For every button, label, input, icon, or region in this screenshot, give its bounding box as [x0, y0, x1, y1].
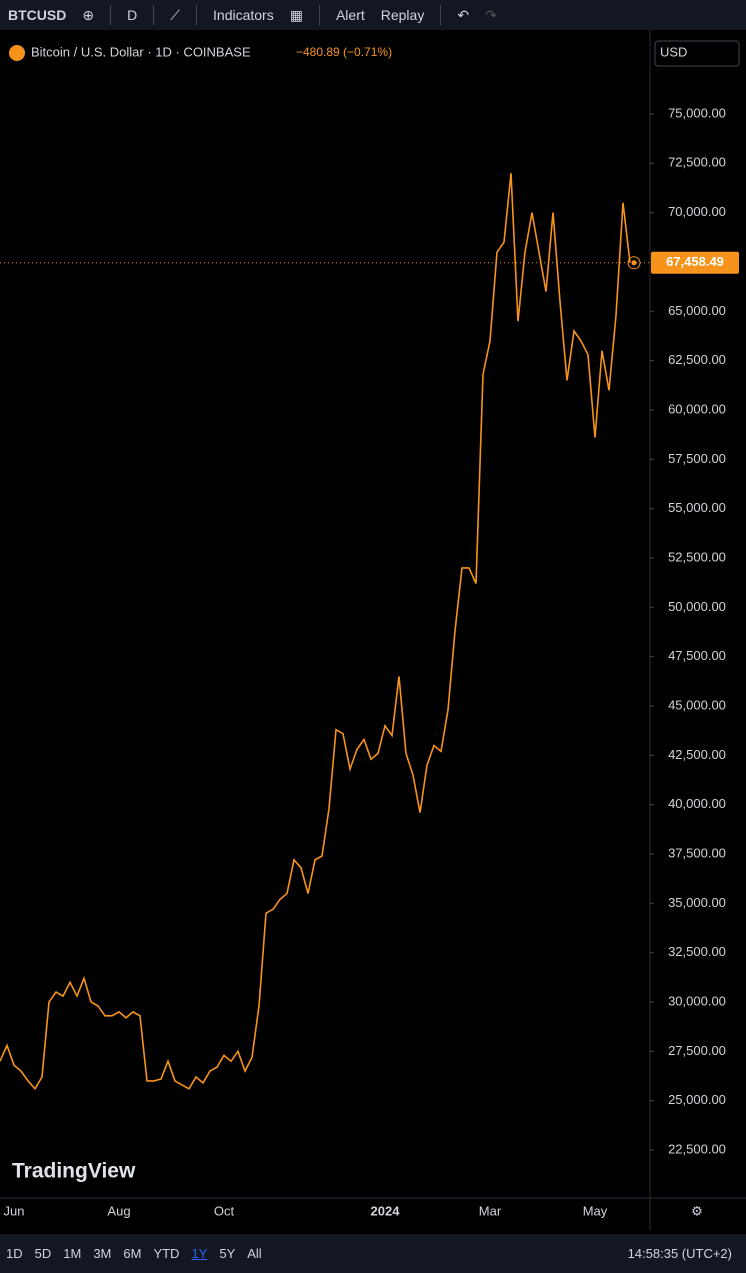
symbol[interactable]: BTCUSD	[8, 7, 67, 23]
y-tick-label: 65,000.00	[668, 303, 726, 318]
y-tick-label: 37,500.00	[668, 845, 726, 860]
last-point	[627, 256, 641, 270]
y-tick-label: 62,500.00	[668, 352, 726, 367]
range-button[interactable]: 6M	[123, 1246, 142, 1261]
y-tick-label: 70,000.00	[668, 204, 726, 219]
range-button[interactable]: 1Y	[191, 1246, 208, 1261]
y-tick-label: 32,500.00	[668, 944, 726, 959]
range-button[interactable]: 1D	[6, 1246, 23, 1261]
x-tick-label: Oct	[214, 1203, 235, 1218]
y-tick-label: 40,000.00	[668, 796, 726, 811]
range-button[interactable]: 3M	[93, 1246, 112, 1261]
range-button[interactable]: 5D	[34, 1246, 52, 1261]
x-tick-label: May	[583, 1203, 608, 1218]
y-tick-label: 35,000.00	[668, 895, 726, 910]
x-tick-label: 2024	[371, 1203, 401, 1218]
range-button[interactable]: 5Y	[219, 1246, 236, 1261]
range-button[interactable]: 1M	[63, 1246, 82, 1261]
currency-box[interactable]	[654, 40, 740, 67]
y-tick-label: 25,000.00	[668, 1092, 726, 1107]
range-button[interactable]: YTD	[153, 1246, 180, 1261]
clock: 14:58:35 (UTC+2)	[627, 1246, 732, 1261]
layouts[interactable]: ▦	[289, 6, 303, 23]
watermark: TradingView	[12, 1160, 136, 1183]
price-line	[0, 173, 631, 1091]
y-tick-label: 45,000.00	[668, 697, 726, 712]
y-tick-label: 57,500.00	[668, 451, 726, 466]
y-tick-label: 50,000.00	[668, 599, 726, 614]
y-tick-label: 72,500.00	[668, 155, 726, 170]
y-tick-label: 22,500.00	[668, 1141, 726, 1156]
y-tick-label: 75,000.00	[668, 105, 726, 120]
redo[interactable]: ↷	[485, 6, 497, 23]
undo[interactable]: ↶	[457, 6, 470, 23]
bottom-bar: 1D 5D 1M 3M 6M YTD 1Y 5Y All 14:58:35 (UTC+2)	[0, 1234, 746, 1273]
currency[interactable]: USD	[660, 44, 687, 59]
y-tick-label: 52,500.00	[668, 549, 726, 564]
legend-change: −480.89 (−0.71%)	[296, 45, 392, 59]
interval[interactable]: D	[127, 7, 138, 23]
settings-icon: ⚙	[691, 1203, 703, 1218]
x-tick-label: Jun	[4, 1203, 25, 1218]
replay[interactable]: Replay	[380, 7, 425, 23]
chart: Bitcoin / U.S. Dollar · 1D · COINBASE −4…	[0, 30, 746, 1230]
add-symbol[interactable]: ⊕	[82, 6, 95, 23]
range-button[interactable]: All	[247, 1246, 262, 1261]
alert[interactable]: Alert	[335, 7, 365, 23]
y-tick-label: 27,500.00	[668, 1043, 726, 1058]
coin-icon	[9, 45, 25, 61]
y-tick-label: 47,500.00	[668, 648, 726, 663]
last-price-box	[651, 251, 739, 274]
y-tick-label: 42,500.00	[668, 747, 726, 762]
last-price-label: 67,458.49	[666, 254, 724, 269]
y-tick-label: 55,000.00	[668, 500, 726, 515]
chart-style[interactable]: ⟋	[170, 6, 181, 23]
indicators[interactable]: Indicators	[213, 7, 274, 23]
y-tick-label: 30,000.00	[668, 993, 726, 1008]
x-tick-label: Aug	[107, 1203, 130, 1218]
last-point-dot	[631, 260, 637, 266]
y-tick-label: 60,000.00	[668, 401, 726, 416]
x-tick-label: Mar	[479, 1203, 502, 1218]
toolbar: BTCUSD ⊕ D ⟋ Indicators ▦ Alert Replay ↶…	[0, 0, 746, 30]
legend-name: Bitcoin / U.S. Dollar · 1D · COINBASE	[31, 44, 251, 59]
